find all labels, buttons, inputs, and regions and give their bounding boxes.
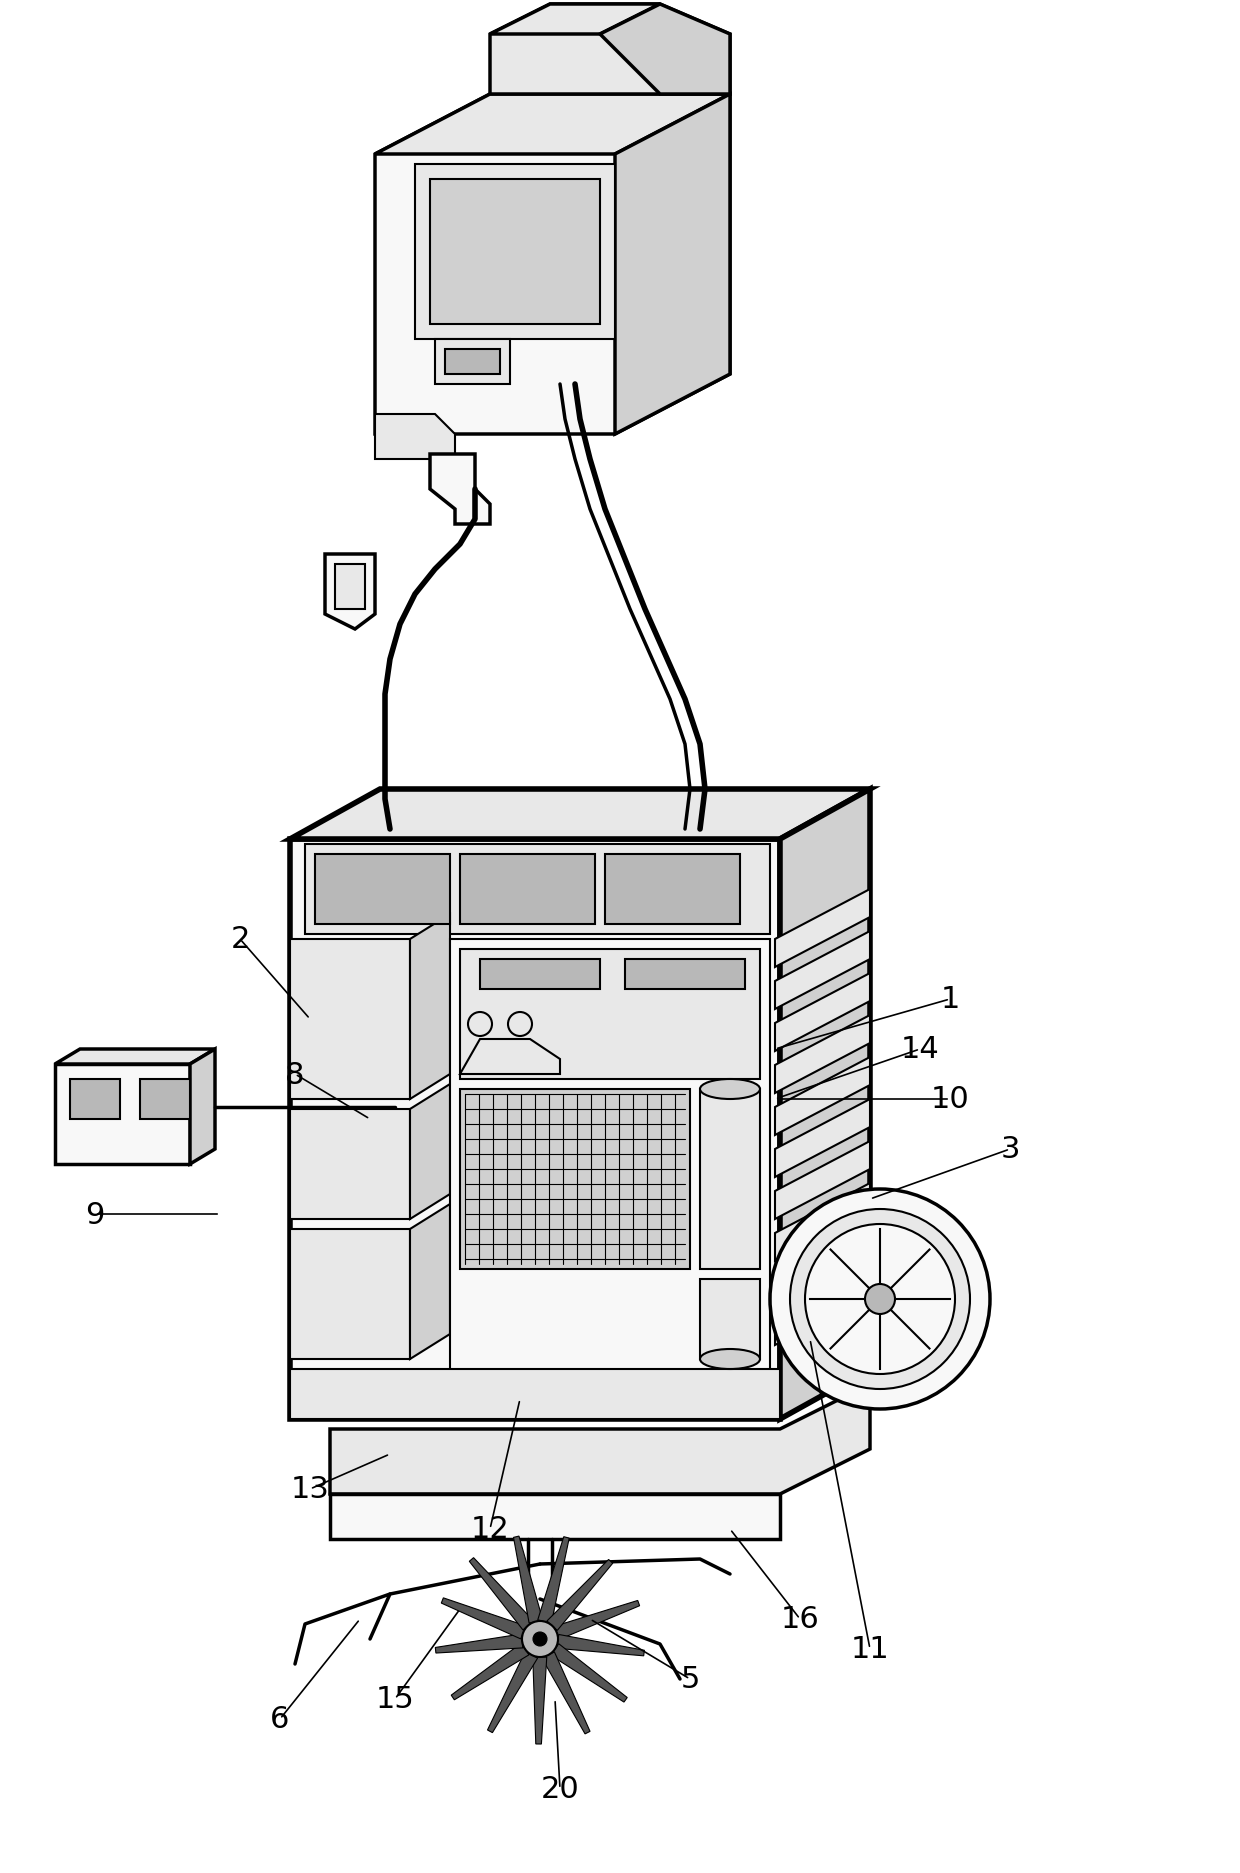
Polygon shape [460, 1040, 560, 1075]
Polygon shape [435, 1633, 523, 1654]
Text: 11: 11 [851, 1635, 889, 1663]
Polygon shape [430, 180, 600, 324]
Text: 2: 2 [231, 925, 249, 953]
Text: 8: 8 [285, 1060, 305, 1088]
Polygon shape [490, 6, 730, 96]
Circle shape [533, 1631, 547, 1646]
Polygon shape [290, 790, 870, 839]
Circle shape [467, 1013, 492, 1036]
Polygon shape [305, 845, 770, 935]
Circle shape [522, 1622, 558, 1658]
Polygon shape [775, 1141, 870, 1219]
Polygon shape [69, 1079, 120, 1120]
Polygon shape [775, 1268, 870, 1345]
Circle shape [866, 1285, 895, 1315]
Polygon shape [290, 1229, 410, 1360]
Polygon shape [775, 974, 870, 1051]
Polygon shape [701, 1090, 760, 1270]
Polygon shape [469, 1558, 533, 1630]
Ellipse shape [701, 1349, 760, 1369]
Polygon shape [335, 564, 365, 611]
Polygon shape [490, 6, 660, 36]
Polygon shape [445, 350, 500, 375]
Polygon shape [140, 1079, 190, 1120]
Polygon shape [480, 959, 600, 989]
Polygon shape [290, 839, 780, 1420]
Text: 16: 16 [781, 1605, 820, 1633]
Polygon shape [315, 854, 450, 925]
Polygon shape [625, 959, 745, 989]
Polygon shape [325, 554, 374, 629]
Polygon shape [775, 1015, 870, 1094]
Polygon shape [290, 1109, 410, 1219]
Polygon shape [775, 931, 870, 1010]
Polygon shape [410, 914, 450, 1099]
Polygon shape [330, 1495, 780, 1540]
Polygon shape [374, 96, 730, 435]
Text: 13: 13 [290, 1474, 330, 1504]
Polygon shape [430, 455, 490, 524]
Circle shape [805, 1225, 955, 1375]
Polygon shape [374, 96, 730, 155]
Polygon shape [374, 414, 455, 459]
Polygon shape [775, 1099, 870, 1178]
Polygon shape [410, 1084, 450, 1219]
Polygon shape [460, 854, 595, 925]
Text: 10: 10 [931, 1084, 970, 1114]
Polygon shape [460, 1090, 689, 1270]
Ellipse shape [701, 1079, 760, 1099]
Polygon shape [775, 890, 870, 968]
Text: 20: 20 [541, 1774, 579, 1804]
Polygon shape [330, 1384, 870, 1495]
Polygon shape [547, 1560, 613, 1631]
Polygon shape [435, 339, 510, 384]
Polygon shape [775, 1058, 870, 1135]
Polygon shape [55, 1064, 190, 1165]
Circle shape [508, 1013, 532, 1036]
Text: 14: 14 [900, 1036, 940, 1064]
Polygon shape [775, 1184, 870, 1261]
Polygon shape [190, 1049, 215, 1165]
Polygon shape [410, 1204, 450, 1360]
Polygon shape [600, 6, 730, 96]
Polygon shape [701, 1279, 760, 1360]
Polygon shape [533, 1658, 547, 1744]
Polygon shape [538, 1538, 569, 1624]
Polygon shape [450, 940, 770, 1420]
Text: 12: 12 [471, 1515, 510, 1543]
Polygon shape [487, 1652, 538, 1733]
Circle shape [770, 1189, 990, 1408]
Polygon shape [780, 790, 870, 1420]
Polygon shape [554, 1601, 640, 1639]
Polygon shape [557, 1635, 645, 1656]
Polygon shape [451, 1643, 529, 1701]
Text: 15: 15 [376, 1684, 414, 1714]
Polygon shape [513, 1536, 543, 1624]
Text: 9: 9 [86, 1201, 104, 1229]
Polygon shape [615, 96, 730, 435]
Polygon shape [542, 1652, 590, 1734]
Polygon shape [775, 1225, 870, 1304]
Text: 3: 3 [1001, 1135, 1019, 1163]
Polygon shape [55, 1049, 215, 1064]
Polygon shape [551, 1644, 627, 1703]
Polygon shape [290, 940, 410, 1099]
Polygon shape [441, 1598, 526, 1639]
Polygon shape [415, 165, 615, 339]
Polygon shape [605, 854, 740, 925]
Text: 5: 5 [681, 1665, 699, 1693]
Text: 1: 1 [940, 985, 960, 1013]
Text: 6: 6 [270, 1704, 290, 1734]
Circle shape [790, 1210, 970, 1390]
Polygon shape [290, 1369, 780, 1420]
Polygon shape [460, 950, 760, 1079]
